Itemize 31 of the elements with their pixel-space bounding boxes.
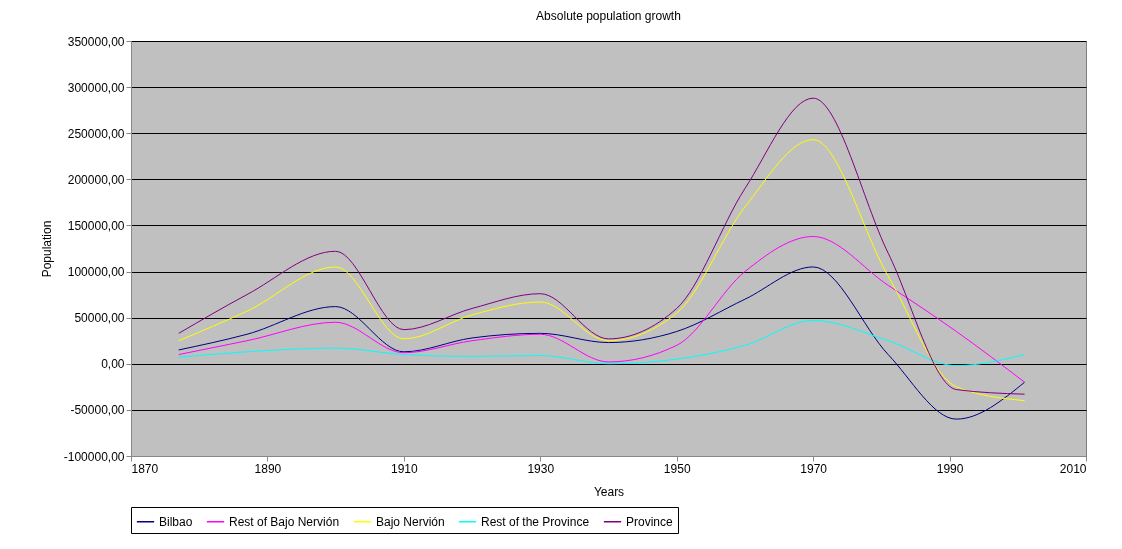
line-series <box>178 139 1026 402</box>
x-tick-label: 1890 <box>254 461 282 476</box>
y-tick-label: -100000,00 <box>63 449 125 464</box>
line-series <box>178 319 1026 367</box>
y-tick-label: 200000,00 <box>67 172 125 187</box>
line-series <box>178 97 1026 395</box>
y-tick-label: 0,00 <box>101 357 125 372</box>
legend-label: Rest of Bajo Nervión <box>229 514 340 529</box>
y-tick-label: 250000,00 <box>67 126 125 141</box>
y-tick-label: 150000,00 <box>67 218 125 233</box>
legend-label: Bilbao <box>159 514 193 529</box>
legend-label: Rest of the Province <box>481 514 590 529</box>
y-tick-label: 350000,00 <box>67 34 125 49</box>
legend-label: Bajo Nervión <box>376 514 445 529</box>
y-tick-label: 50000,00 <box>74 311 125 326</box>
x-axis-title: Years <box>593 484 625 499</box>
y-tick-label: 100000,00 <box>67 265 125 280</box>
legend-label: Province <box>626 514 674 529</box>
line-series <box>178 266 1026 420</box>
x-tick-label: 1930 <box>527 461 555 476</box>
x-tick-label: 1950 <box>663 461 691 476</box>
y-tick-label: 300000,00 <box>67 80 125 95</box>
x-tick-label: 1990 <box>936 461 964 476</box>
y-tick-label: -50000,00 <box>70 403 125 418</box>
y-axis-title: Population <box>39 220 54 278</box>
chart-title: Absolute population growth <box>536 9 681 23</box>
x-tick-label: 1970 <box>800 461 828 476</box>
x-tick-label: 1910 <box>391 461 419 476</box>
line-series <box>178 236 1026 383</box>
x-tick-label: 1870 <box>131 461 159 476</box>
x-tick-label: 2010 <box>1059 461 1087 476</box>
